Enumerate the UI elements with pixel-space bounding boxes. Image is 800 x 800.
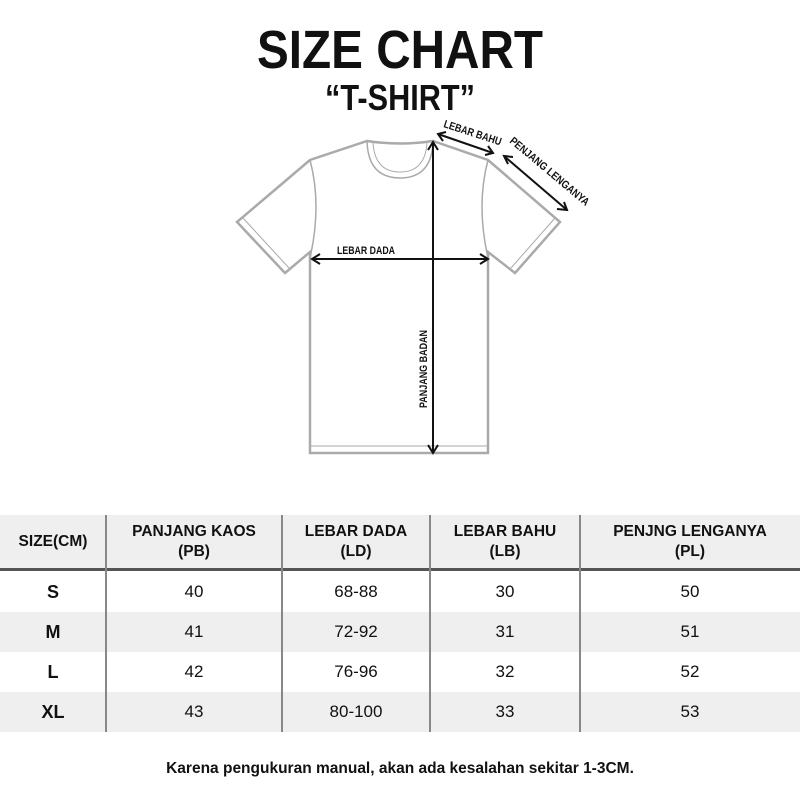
value-cell: 80-100 bbox=[329, 702, 383, 721]
header-text: PANJANG KAOS bbox=[132, 522, 256, 540]
column-divider bbox=[429, 515, 431, 732]
value-cell: 42 bbox=[184, 662, 204, 681]
header-lebar-bahu: LEBAR BAHU (LB) bbox=[430, 515, 580, 568]
footer-note: Karena pengukuran manual, akan ada kesal… bbox=[166, 760, 634, 777]
column-divider bbox=[105, 515, 107, 732]
label-panjang-badan: PANJANG BADAN bbox=[418, 330, 430, 408]
page-subtitle: “T-SHIRT” bbox=[325, 77, 475, 118]
size-cell: S bbox=[46, 581, 59, 602]
header-abbr: (PL) bbox=[674, 542, 706, 560]
tshirt-illustration bbox=[235, 139, 562, 455]
label-lebar-dada: LEBAR DADA bbox=[337, 245, 395, 257]
value-cell: 68-88 bbox=[334, 582, 378, 601]
value-cell: 40 bbox=[184, 582, 204, 601]
value-cell: 41 bbox=[184, 622, 204, 641]
table-row: S 40 68-88 30 50 bbox=[0, 572, 800, 612]
value-cell: 51 bbox=[680, 622, 700, 641]
table-header: SIZE(CM) PANJANG KAOS (PB) LEBAR DADA (LD)… bbox=[0, 515, 800, 571]
table-row: XL 43 80-100 33 53 bbox=[0, 692, 800, 732]
header-abbr: (LB) bbox=[489, 542, 521, 560]
value-cell: 43 bbox=[184, 702, 204, 721]
header-penjng-lenganya: PENJNG LENGANYA (PL) bbox=[580, 515, 800, 568]
header-text: PENJNG LENGANYA bbox=[613, 522, 767, 540]
table-row: L 42 76-96 32 52 bbox=[0, 652, 800, 692]
header-and-diagram: SIZE CHART “T-SHIRT” LEBAR BAHU PENJANG … bbox=[235, 20, 591, 455]
value-cell: 52 bbox=[680, 662, 700, 681]
value-cell: 53 bbox=[680, 702, 700, 721]
header-abbr: (PB) bbox=[178, 542, 210, 560]
header-text: LEBAR BAHU bbox=[453, 522, 557, 540]
size-cell: XL bbox=[41, 701, 65, 722]
header-panjang-kaos: PANJANG KAOS (PB) bbox=[106, 515, 282, 568]
header-lebar-dada: LEBAR DADA (LD) bbox=[282, 515, 430, 568]
column-divider bbox=[281, 515, 283, 732]
size-cell: M bbox=[45, 621, 61, 642]
value-cell: 30 bbox=[495, 582, 515, 601]
header-text: SIZE(CM) bbox=[18, 532, 88, 550]
size-cell: L bbox=[47, 661, 59, 682]
header-text: LEBAR DADA bbox=[304, 522, 408, 540]
value-cell: 33 bbox=[495, 702, 515, 721]
table-row: M 41 72-92 31 51 bbox=[0, 612, 800, 652]
label-lebar-bahu: LEBAR BAHU bbox=[442, 118, 503, 148]
page-title: SIZE CHART bbox=[257, 20, 543, 80]
value-cell: 32 bbox=[495, 662, 515, 681]
column-divider bbox=[579, 515, 581, 732]
value-cell: 72-92 bbox=[334, 622, 378, 641]
value-cell: 76-96 bbox=[334, 662, 378, 681]
value-cell: 31 bbox=[495, 622, 515, 641]
header-abbr: (LD) bbox=[340, 542, 372, 560]
measurement-arrows bbox=[310, 131, 569, 455]
value-cell: 50 bbox=[680, 582, 700, 601]
header-size: SIZE(CM) bbox=[0, 515, 106, 568]
